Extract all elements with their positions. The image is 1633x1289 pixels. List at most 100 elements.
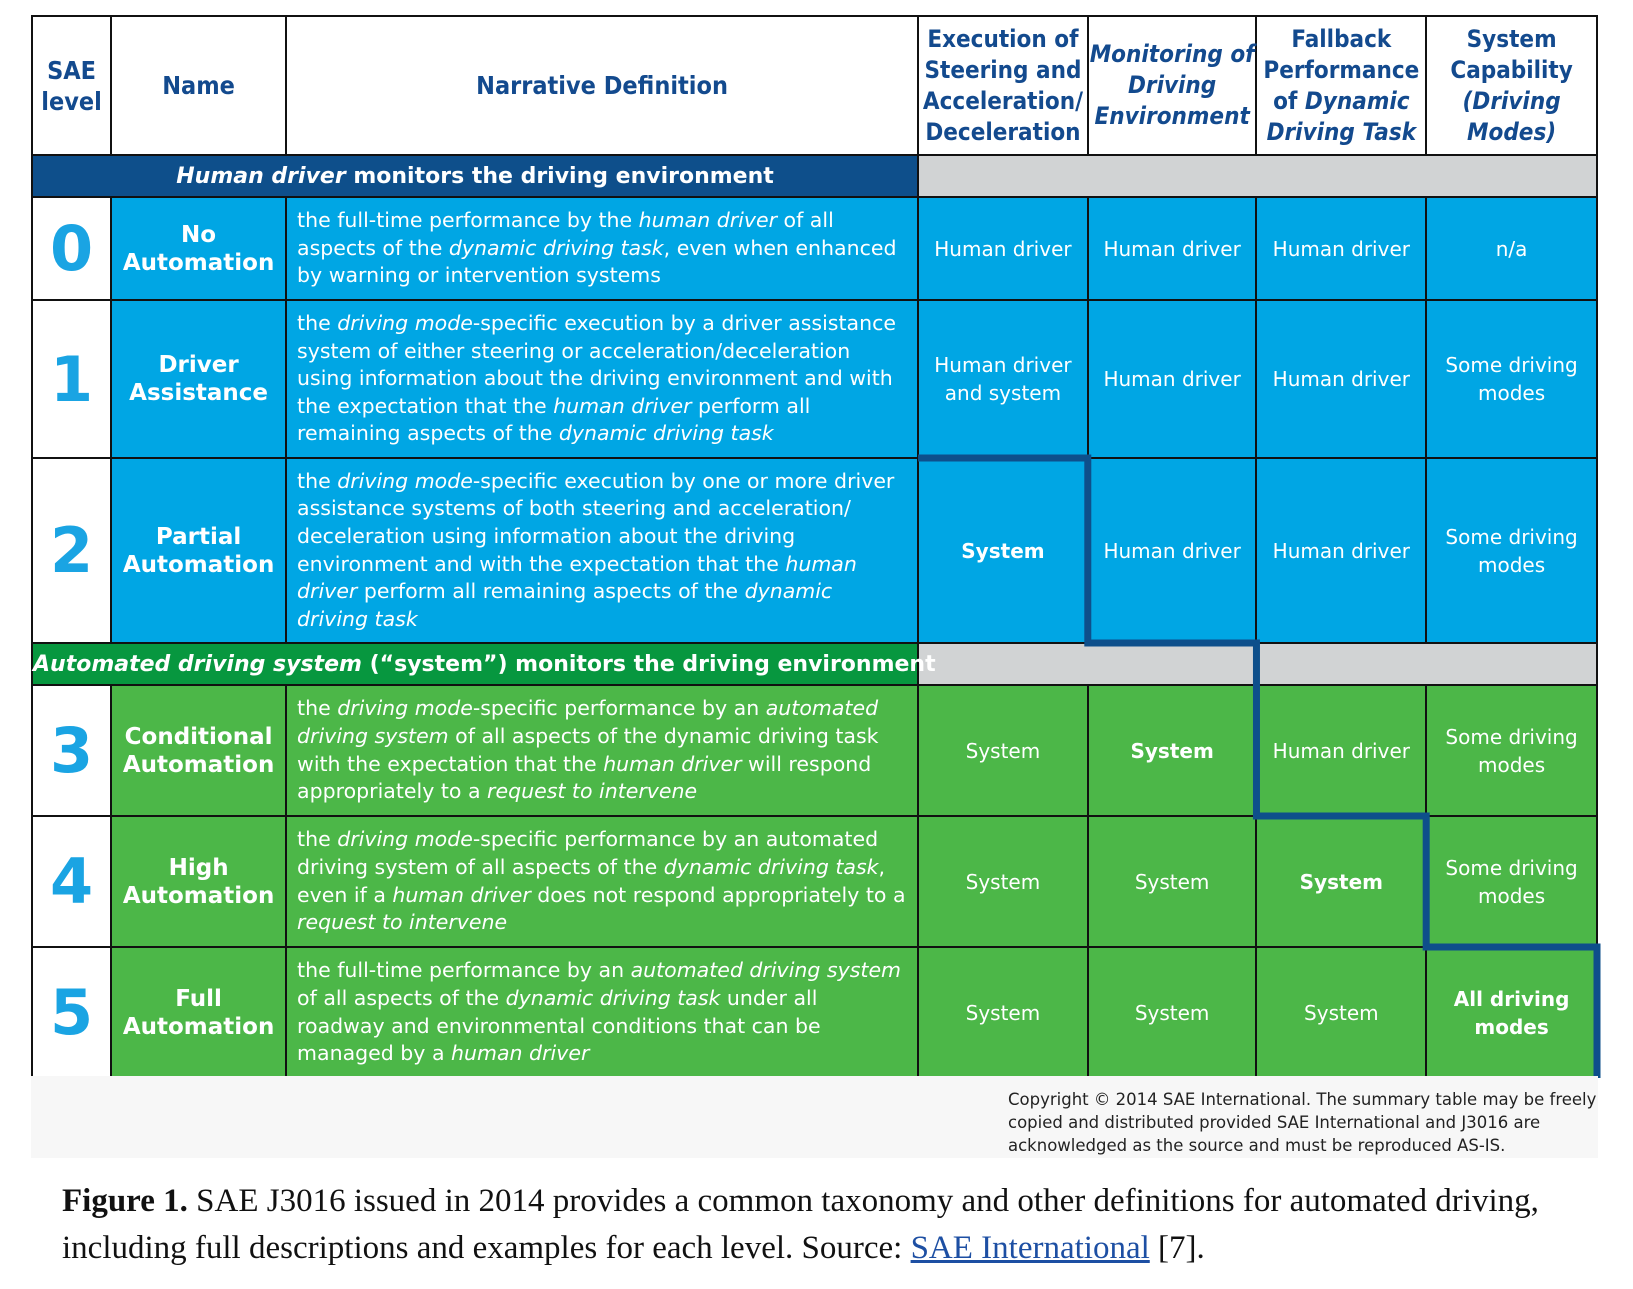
- fallback-value: Human driver: [1255, 457, 1428, 644]
- narrative-definition: the driving mode-specific execution by a…: [285, 299, 920, 459]
- level-name: Driver Assistance: [110, 299, 288, 459]
- definition-term: driving mode: [337, 827, 473, 852]
- table-row: 0 No Automation the full-time performance b…: [30, 196, 1598, 301]
- definition-term: automated driving system: [297, 696, 879, 748]
- header-fallback-italic: Dynamic Driving Task: [1266, 86, 1417, 146]
- fallback-value: Human driver: [1255, 684, 1428, 817]
- level-number: 5: [30, 946, 113, 1079]
- fallback-value: System: [1255, 946, 1428, 1079]
- definition-term: dynamic driving task: [505, 985, 721, 1010]
- header-capability: System Capability (Driving Modes): [1425, 15, 1598, 156]
- level-name-line1: Partial: [155, 523, 242, 550]
- definition-text: perform all remaining aspects of the: [357, 579, 745, 604]
- definition-text: -specific performance by an: [472, 696, 766, 721]
- definition-text: the: [297, 827, 338, 852]
- definition-term: human driver: [392, 882, 531, 907]
- table-row: 3 Conditional Automation the driving mode-s…: [30, 684, 1598, 817]
- narrative-definition: the full-time performance by an automate…: [285, 946, 920, 1079]
- level-name: High Automation: [110, 815, 288, 948]
- capability-value: Some driving modes: [1425, 815, 1598, 948]
- definition-text: the: [297, 468, 338, 493]
- header-capability-italic: (Driving Modes): [1462, 86, 1561, 146]
- fallback-value: System: [1255, 815, 1428, 948]
- level-name-line1: Full: [175, 985, 222, 1012]
- definition-term: human driver: [451, 1041, 590, 1066]
- definition-text: -specific performance by an automated dr…: [297, 827, 879, 879]
- copyright-panel: [31, 1076, 1598, 1158]
- band-human-fill: [917, 154, 1598, 198]
- band-human-italic: Human driver: [176, 163, 346, 189]
- definition-text: the full-time performance by an: [297, 958, 631, 983]
- band-human-rest: monitors the driving environment: [345, 163, 774, 189]
- monitoring-value: Human driver: [1086, 196, 1258, 301]
- definition-text: perform all remaining aspects of the: [297, 393, 811, 446]
- narrative-definition: the full-time performance by the human d…: [285, 196, 920, 301]
- definition-text: -specific execution by one or more drive…: [297, 468, 895, 576]
- level-name-line1: Driver: [158, 352, 239, 378]
- capability-value: Some driving modes: [1425, 684, 1598, 817]
- definition-term: human driver: [603, 751, 742, 776]
- level-name-line2: Automation: [122, 551, 275, 578]
- definition-text: , even if a: [297, 854, 886, 907]
- definition-term: human driver: [297, 551, 857, 604]
- definition-term: dynamic driving task: [558, 421, 774, 446]
- level-name-line1: High: [168, 854, 229, 881]
- definition-text: the: [297, 696, 338, 721]
- header-monitoring: Monitoring of Driving Environment: [1086, 15, 1258, 156]
- narrative-definition: the driving mode-specific execution by o…: [285, 457, 920, 644]
- level-name-line1: No: [181, 221, 217, 248]
- definition-text: does not respond appropriately to a: [530, 882, 906, 907]
- level-name: Conditional Automation: [110, 684, 288, 817]
- capability-value: Some driving modes: [1425, 457, 1598, 644]
- execution-value: System: [917, 815, 1089, 948]
- definition-text: will respond appropriately to a: [297, 751, 872, 804]
- sae-levels-table: SAE level Name Narrative Definition Exec…: [30, 15, 1598, 1079]
- band-auto-rest: (“system”) monitors the driving environm…: [361, 651, 936, 677]
- caption-text: SAE J3016 issued in 2014 provides a comm…: [62, 1183, 1539, 1266]
- definition-term: human driver: [638, 208, 778, 233]
- level-name-line2: Automation: [122, 882, 275, 909]
- monitoring-value: System: [1086, 946, 1258, 1079]
- definition-term: driving mode: [337, 468, 473, 493]
- band-auto-title: Automated driving system (“system”) moni…: [30, 642, 936, 686]
- band-human-driver: Human driver monitors the driving enviro…: [30, 154, 1598, 198]
- table-row: 2 Partial Automation the driving mode-speci…: [30, 457, 1598, 644]
- narrative-definition: the driving mode-specific performance by…: [285, 684, 920, 817]
- execution-value: System: [917, 684, 1089, 817]
- level-name-line1: Conditional: [124, 723, 273, 750]
- definition-term: dynamic driving task: [297, 579, 833, 631]
- figure-caption: Figure 1. SAE J3016 issued in 2014 provi…: [62, 1178, 1582, 1272]
- definition-text: of all aspects of the: [297, 208, 834, 260]
- level-name-line2: Assistance: [129, 380, 269, 406]
- definition-text: of all aspects of the: [297, 985, 506, 1010]
- execution-value: System: [917, 946, 1089, 1079]
- monitoring-value: System: [1086, 815, 1258, 948]
- copyright-notice: Copyright © 2014 SAE International. The …: [1008, 1090, 1597, 1155]
- capability-value: n/a: [1425, 196, 1598, 301]
- definition-term: automated driving system: [630, 958, 902, 983]
- level-name: Full Automation: [110, 946, 288, 1079]
- definition-term: request to intervene: [297, 910, 508, 935]
- definition-term: driving mode: [337, 696, 473, 721]
- definition-term: request to intervene: [487, 779, 698, 804]
- header-monitoring-text: Monitoring of Driving Environment: [1089, 40, 1255, 130]
- level-name: No Automation: [110, 196, 288, 301]
- level-number: 4: [30, 815, 113, 948]
- narrative-definition: the driving mode-specific performance by…: [285, 815, 920, 948]
- monitoring-value: Human driver: [1086, 299, 1258, 459]
- definition-term: driving mode: [337, 311, 473, 336]
- level-number: 3: [30, 684, 113, 817]
- fallback-value: Human driver: [1255, 299, 1428, 459]
- band-auto-italic: Automated driving system: [33, 651, 362, 677]
- fallback-value: Human driver: [1255, 196, 1428, 301]
- caption-ref: [7].: [1149, 1230, 1205, 1266]
- header-execution: Execution of Steering and Acceleration/ …: [917, 15, 1089, 156]
- table-row: 4 High Automation the driving mode-specific…: [30, 815, 1598, 948]
- table-row: 1 Driver Assistance the driving mode-specif…: [30, 299, 1598, 459]
- source-link[interactable]: SAE International: [910, 1230, 1150, 1266]
- header-sae-level: SAE level: [30, 15, 113, 156]
- level-number: 2: [30, 457, 113, 644]
- table-header-row: SAE level Name Narrative Definition Exec…: [30, 15, 1598, 156]
- level-name: Partial Automation: [110, 457, 288, 644]
- level-name-line2: Automation: [122, 751, 275, 778]
